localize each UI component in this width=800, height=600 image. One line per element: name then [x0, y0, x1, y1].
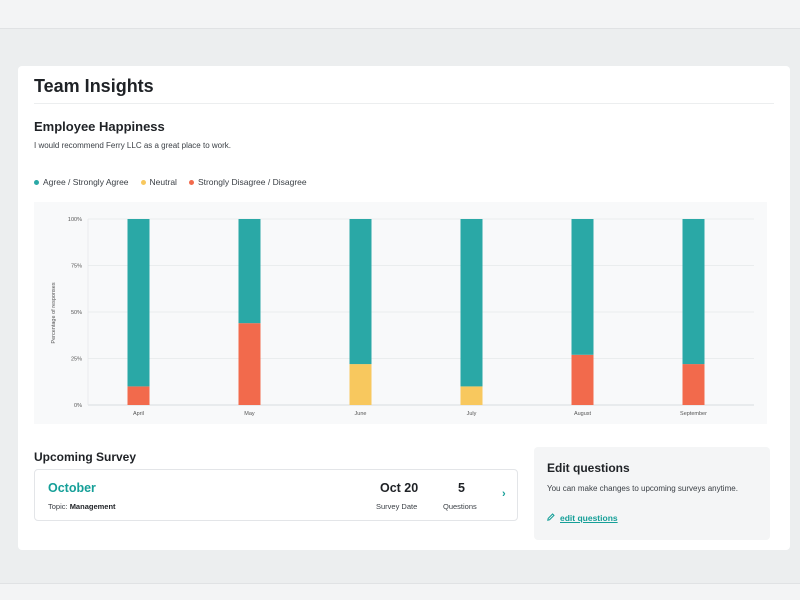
legend-label-disagree: Strongly Disagree / Disagree: [197, 177, 307, 187]
y-tick-label: 25%: [71, 357, 82, 363]
legend-dot-agree: [34, 179, 39, 185]
y-tick-label: 50%: [71, 310, 82, 316]
x-tick-label: August: [574, 411, 592, 417]
chart-legend: Agree / Strongly Agree Neutral Strongly …: [34, 177, 307, 187]
survey-topic-value: Management: [69, 502, 116, 511]
team-insights-card: Team Insights Employee Happiness I would…: [18, 66, 790, 550]
legend-label-neutral: Neutral: [149, 177, 177, 187]
chart-y-axis-label: Percentage of responses: [51, 282, 57, 343]
happiness-description: I would recommend Ferry LLC as a great p…: [34, 141, 231, 150]
pencil-icon: [547, 513, 555, 523]
x-tick-label: April: [133, 411, 144, 417]
edit-questions-link[interactable]: edit questions: [547, 513, 618, 523]
x-tick-label: May: [244, 411, 255, 417]
survey-date-label: Survey Date: [376, 502, 418, 511]
bar-segment: [349, 219, 372, 365]
survey-questions-label: Questions: [443, 502, 477, 511]
bar-segment: [460, 219, 483, 387]
bar-segment: [127, 386, 150, 405]
edit-questions-link-text[interactable]: edit questions: [560, 513, 618, 523]
y-tick-label: 75%: [71, 264, 82, 270]
chart-svg: April May June July August September 0% 25% 50%…: [51, 217, 754, 417]
upcoming-survey-card[interactable]: October Topic: Management Oct 20 Survey …: [34, 469, 518, 521]
x-tick-label: July: [467, 411, 477, 417]
bar-segment: [571, 354, 594, 405]
survey-topic-label: Topic:: [48, 502, 68, 511]
chevron-right-icon[interactable]: ›: [502, 488, 506, 500]
happiness-chart: April May June July August September 0% 25% 50%…: [34, 202, 767, 424]
upcoming-survey-heading: Upcoming Survey: [34, 450, 137, 464]
bar-segment: [682, 219, 705, 365]
y-tick-label: 100%: [68, 217, 82, 223]
chart-bars: [127, 219, 705, 405]
survey-month: October: [48, 481, 96, 495]
chart-y-labels: 0% 25% 50% 75% 100%: [68, 217, 82, 409]
title-divider: [34, 103, 774, 104]
survey-topic: Topic: Management: [48, 502, 116, 511]
bar-segment: [682, 364, 705, 405]
bar-segment: [127, 219, 150, 387]
legend-dot-disagree: [188, 179, 194, 185]
bar-segment: [238, 219, 261, 324]
survey-question-count: 5: [458, 481, 465, 495]
legend-dot-neutral: [140, 179, 146, 185]
edit-questions-panel: Edit questions You can make changes to u…: [534, 447, 770, 540]
survey-date: Oct 20: [380, 481, 419, 495]
edit-questions-title: Edit questions: [547, 461, 630, 475]
bar-segment: [460, 386, 483, 405]
legend-label-agree: Agree / Strongly Agree: [43, 177, 129, 187]
page-title: Team Insights: [34, 76, 154, 96]
x-tick-label: September: [680, 411, 707, 417]
bar-segment: [571, 219, 594, 355]
happiness-title: Employee Happiness: [34, 119, 165, 134]
chart-x-labels: April May June July August September: [133, 411, 707, 417]
legend-item-neutral: Neutral: [140, 177, 177, 187]
bar-segment: [349, 364, 372, 405]
edit-questions-description: You can make changes to upcoming surveys…: [547, 484, 738, 493]
legend-item-disagree: Strongly Disagree / Disagree: [188, 177, 307, 187]
x-tick-label: June: [355, 411, 367, 417]
chart-grid: [87, 218, 754, 406]
legend-item-agree: Agree / Strongly Agree: [34, 177, 129, 187]
bar-segment: [238, 323, 261, 405]
y-tick-label: 0%: [74, 403, 82, 409]
